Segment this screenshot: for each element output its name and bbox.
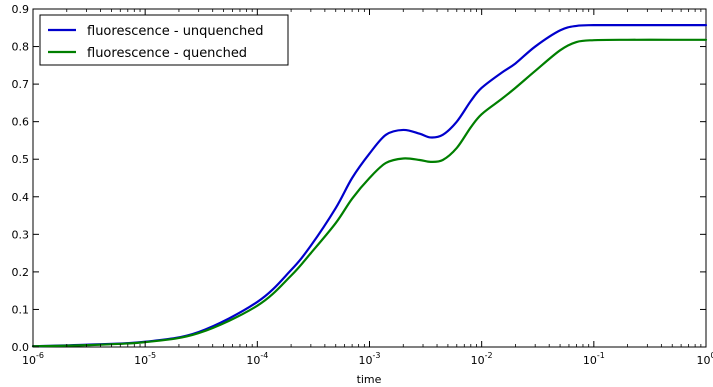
x-tick-label: 100 xyxy=(696,351,713,367)
x-tick-exponent: 0 xyxy=(710,351,713,360)
series-layer xyxy=(31,23,708,348)
x-tick-exponent: -4 xyxy=(260,351,268,360)
x-tick-exponent: -1 xyxy=(597,351,605,360)
x-tick-label: 10-5 xyxy=(134,351,156,367)
series-line-2 xyxy=(31,38,708,348)
x-tick-exponent: -5 xyxy=(148,351,156,360)
x-tick-base: 10 xyxy=(471,354,485,367)
series-line-1 xyxy=(31,23,708,348)
x-tick-label: 10-3 xyxy=(359,351,381,367)
y-tick-label: 0.6 xyxy=(12,116,30,129)
x-tick-exponent: -2 xyxy=(485,351,493,360)
y-tick-label: 0.2 xyxy=(12,266,30,279)
x-axis-label: time xyxy=(357,373,382,386)
x-tick-label: 10-6 xyxy=(22,351,44,367)
x-tick-exponent: -6 xyxy=(36,351,44,360)
x-tick-base: 10 xyxy=(246,354,260,367)
y-tick-label: 0.7 xyxy=(12,78,30,91)
y-tick-label: 0.3 xyxy=(12,228,30,241)
y-tick-label: 0.9 xyxy=(12,3,30,16)
legend-box xyxy=(39,14,289,66)
x-tick-label: 10-4 xyxy=(246,351,268,367)
y-tick-label: 0.8 xyxy=(12,41,30,54)
y-tick-label: 0.5 xyxy=(12,153,30,166)
x-tick-label: 10-2 xyxy=(471,351,493,367)
legend: fluorescence - unquenched fluorescence - … xyxy=(39,14,289,66)
x-tick-label: 10-1 xyxy=(583,351,605,367)
y-axis: 0.0 0.1 0.2 0.3 0.4 0.5 0.6 0.7 0.8 0.9 xyxy=(12,3,706,354)
x-tick-base: 10 xyxy=(359,354,373,367)
legend-label-2: fluorescence - quenched xyxy=(87,46,247,61)
x-tick-base: 10 xyxy=(134,354,148,367)
x-tick-exponent: -3 xyxy=(373,351,381,360)
x-tick-base: 10 xyxy=(22,354,36,367)
legend-label-1: fluorescence - unquenched xyxy=(87,24,264,39)
y-tick-label: 0.0 xyxy=(12,341,30,354)
x-tick-base: 10 xyxy=(583,354,597,367)
x-tick-base: 10 xyxy=(696,354,710,367)
y-tick-label: 0.1 xyxy=(12,303,30,316)
y-tick-label: 0.4 xyxy=(12,191,30,204)
